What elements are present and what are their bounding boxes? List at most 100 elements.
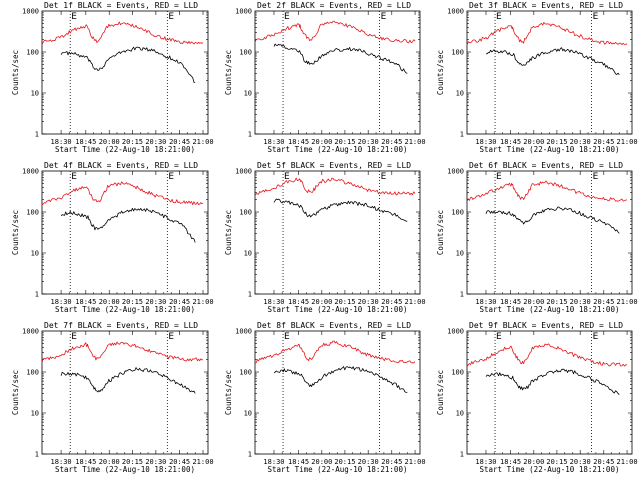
- event-marker-label: E: [71, 12, 77, 22]
- x-tick-label: 21:00: [405, 458, 426, 466]
- x-tick-label: 18:30: [51, 298, 72, 306]
- y-tick-label: 10: [31, 90, 39, 98]
- x-tick-label: 20:45: [169, 298, 190, 306]
- plot-frame: [254, 170, 421, 295]
- y-tick-label: 100: [451, 49, 464, 57]
- x-tick-label: 18:45: [288, 298, 309, 306]
- x-tick-label: 20:15: [122, 458, 143, 466]
- x-tick-label: 20:00: [523, 138, 544, 146]
- plot-frame: [254, 10, 421, 135]
- x-tick-label: 20:00: [311, 298, 332, 306]
- y-tick-label: 10: [31, 410, 39, 418]
- y-tick-label: 1000: [235, 8, 252, 16]
- x-tick-label: 20:30: [570, 138, 591, 146]
- panel-title: Det 8f BLACK = Events, RED = LLD: [257, 321, 411, 330]
- event-marker-label: E: [381, 12, 387, 22]
- y-axis-label: Counts/sec: [224, 50, 233, 95]
- x-tick-label: 20:15: [546, 298, 567, 306]
- y-tick-label: 1: [35, 131, 39, 139]
- event-marker-label: E: [168, 12, 174, 22]
- y-axis-label: Counts/sec: [436, 210, 445, 255]
- event-marker-label: E: [71, 172, 77, 182]
- x-tick-label: 18:30: [51, 458, 72, 466]
- x-tick-label: 18:30: [263, 458, 284, 466]
- panel-title: Det 6f BLACK = Events, RED = LLD: [469, 161, 623, 170]
- event-marker-label: E: [168, 172, 174, 182]
- x-tick-label: 18:45: [288, 458, 309, 466]
- y-tick-label: 1000: [235, 328, 252, 336]
- panel-det-3f: Det 3f BLACK = Events, RED = LLD 1 10 100 10…: [436, 1, 638, 154]
- y-axis-label: Counts/sec: [11, 210, 20, 255]
- y-axis-label: Counts/sec: [11, 370, 20, 415]
- x-tick-label: 21:00: [192, 138, 213, 146]
- x-tick-label: 21:00: [192, 298, 213, 306]
- y-tick-label: 1000: [447, 8, 464, 16]
- x-axis-label: Start Time (22-Aug-10 18:21:00): [55, 465, 195, 474]
- events-series-line: [273, 198, 408, 222]
- y-tick-label: 1: [35, 451, 39, 459]
- x-tick-label: 21:00: [405, 138, 426, 146]
- x-tick-label: 20:30: [570, 298, 591, 306]
- lld-series-line: [254, 20, 416, 44]
- panel-det-5f: Det 5f BLACK = Events, RED = LLD 1 10 100 10…: [224, 161, 426, 314]
- x-tick-label: 20:45: [169, 138, 190, 146]
- y-tick-label: 100: [26, 209, 39, 217]
- lld-series-line: [41, 341, 204, 363]
- x-tick-label: 18:30: [51, 138, 72, 146]
- x-axis-label: Start Time (22-Aug-10 18:21:00): [480, 305, 620, 314]
- y-tick-label: 1: [248, 131, 252, 139]
- x-tick-label: 20:30: [145, 298, 166, 306]
- y-tick-label: 1: [35, 291, 39, 299]
- x-tick-label: 18:45: [75, 298, 96, 306]
- x-tick-label: 20:45: [381, 138, 402, 146]
- y-tick-label: 1000: [235, 168, 252, 176]
- event-marker-label: E: [71, 332, 77, 342]
- panel-det-8f: Det 8f BLACK = Events, RED = LLD 1 10 100 10…: [224, 321, 426, 474]
- event-marker-label: E: [284, 172, 290, 182]
- y-tick-label: 10: [31, 250, 39, 258]
- panel-title: Det 1f BLACK = Events, RED = LLD: [44, 1, 198, 10]
- y-tick-label: 10: [244, 250, 252, 258]
- x-tick-label: 20:15: [334, 458, 355, 466]
- x-tick-label: 20:45: [593, 138, 614, 146]
- x-tick-label: 20:45: [381, 458, 402, 466]
- x-tick-label: 21:00: [192, 458, 213, 466]
- events-series-line: [273, 43, 408, 74]
- panel-title: Det 7f BLACK = Events, RED = LLD: [44, 321, 198, 330]
- panel-title: Det 9f BLACK = Events, RED = LLD: [469, 321, 623, 330]
- x-tick-label: 20:45: [593, 298, 614, 306]
- x-axis-label: Start Time (22-Aug-10 18:21:00): [268, 145, 408, 154]
- y-tick-label: 10: [244, 410, 252, 418]
- x-tick-label: 18:45: [500, 298, 521, 306]
- y-tick-label: 1: [248, 451, 252, 459]
- x-axis-label: Start Time (22-Aug-10 18:21:00): [268, 465, 408, 474]
- event-marker-label: E: [593, 332, 599, 342]
- y-tick-label: 1000: [22, 8, 39, 16]
- panel-det-7f: Det 7f BLACK = Events, RED = LLD 1 10 100 10…: [11, 321, 214, 474]
- panel-title: Det 2f BLACK = Events, RED = LLD: [257, 1, 411, 10]
- x-tick-label: 18:30: [475, 298, 496, 306]
- event-marker-label: E: [381, 172, 387, 182]
- x-tick-label: 20:00: [99, 458, 120, 466]
- x-tick-label: 21:00: [405, 298, 426, 306]
- x-tick-label: 20:45: [593, 458, 614, 466]
- lld-series-line: [466, 343, 627, 367]
- y-tick-label: 10: [456, 90, 464, 98]
- y-tick-label: 100: [239, 369, 252, 377]
- x-tick-label: 18:30: [263, 298, 284, 306]
- x-tick-label: 18:30: [475, 458, 496, 466]
- x-tick-label: 20:15: [546, 458, 567, 466]
- y-tick-label: 1000: [22, 328, 39, 336]
- x-tick-label: 20:30: [145, 138, 166, 146]
- y-tick-label: 100: [239, 209, 252, 217]
- x-tick-label: 18:45: [500, 138, 521, 146]
- events-series-line: [60, 207, 196, 243]
- x-tick-label: 20:00: [311, 458, 332, 466]
- event-marker-label: E: [593, 12, 599, 22]
- event-marker-label: E: [284, 12, 290, 22]
- panel-title: Det 5f BLACK = Events, RED = LLD: [257, 161, 411, 170]
- x-tick-label: 20:15: [546, 138, 567, 146]
- x-tick-label: 21:00: [617, 138, 638, 146]
- y-axis-label: Counts/sec: [224, 370, 233, 415]
- lld-series-line: [41, 181, 204, 206]
